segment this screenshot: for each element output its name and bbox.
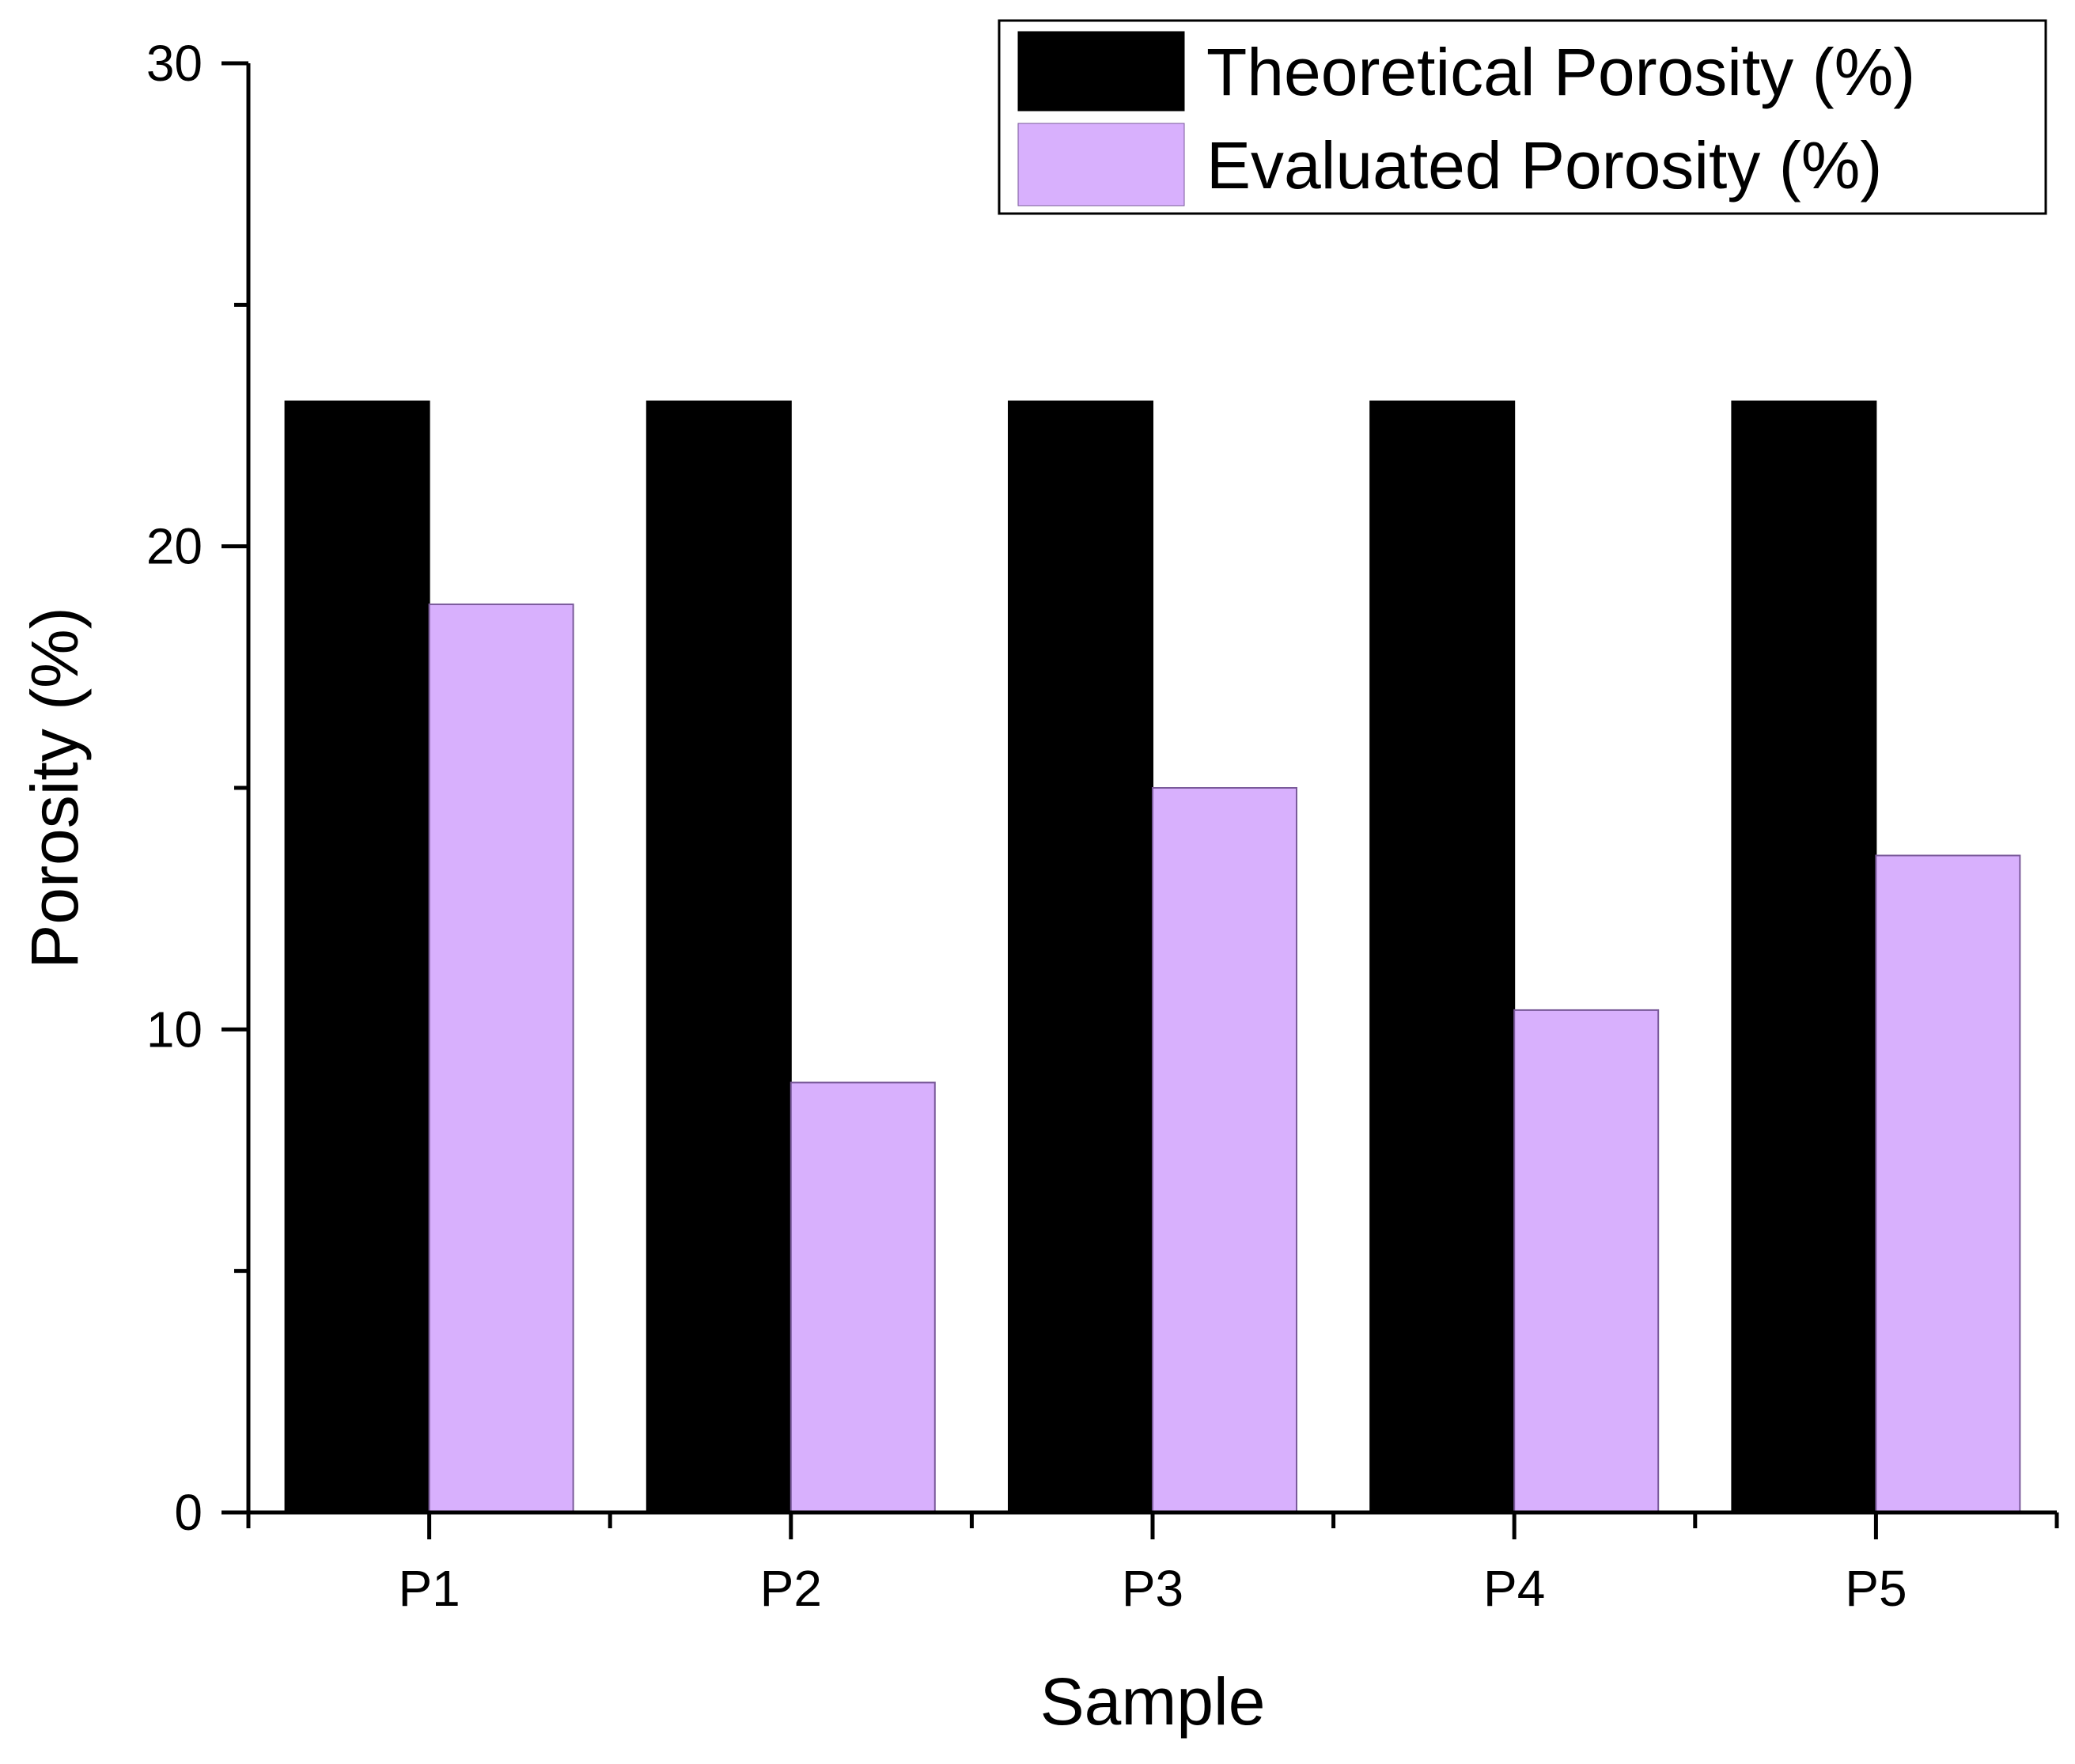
- legend-swatch-theoretical: [1017, 31, 1185, 112]
- legend-swatch-evaluated: [1017, 123, 1185, 206]
- bars-group: [284, 400, 2021, 1514]
- bar-theoretical-p2: [646, 400, 792, 1513]
- y-tick-label: 10: [146, 1001, 203, 1058]
- bar-evaluated-p5: [1875, 854, 2021, 1513]
- bar-evaluated-p2: [789, 1081, 936, 1514]
- legend-label-evaluated: Evaluated Porosity (%): [1206, 128, 1882, 203]
- legend-label-theoretical: Theoretical Porosity (%): [1206, 35, 1915, 109]
- y-axis-title: Porosity (%): [17, 607, 92, 968]
- x-tick-label-p5: P5: [1845, 1560, 1907, 1617]
- x-tick-label-p4: P4: [1483, 1560, 1545, 1617]
- bar-evaluated-p4: [1513, 1009, 1660, 1513]
- bar-theoretical-p5: [1731, 400, 1877, 1513]
- y-ticks-group: 0 10 20 30: [146, 35, 248, 1541]
- bar-theoretical-p3: [1008, 400, 1153, 1513]
- bar-theoretical-p1: [284, 400, 430, 1513]
- y-tick-label: 0: [174, 1484, 203, 1541]
- x-tick-label-p1: P1: [398, 1560, 460, 1617]
- y-tick-label: 30: [146, 35, 203, 92]
- bar-evaluated-p3: [1152, 787, 1297, 1513]
- y-tick-label: 20: [146, 518, 203, 575]
- x-ticks-group: P1 P2 P3 P4 P5: [246, 1512, 2059, 1617]
- legend: Theoretical Porosity (%) Evaluated Poros…: [998, 19, 2047, 215]
- x-tick-label-p2: P2: [760, 1560, 822, 1617]
- x-axis-title: Sample: [1040, 1664, 1266, 1739]
- x-tick-label-p3: P3: [1122, 1560, 1183, 1617]
- bar-theoretical-p4: [1369, 400, 1516, 1513]
- bar-evaluated-p1: [428, 603, 574, 1513]
